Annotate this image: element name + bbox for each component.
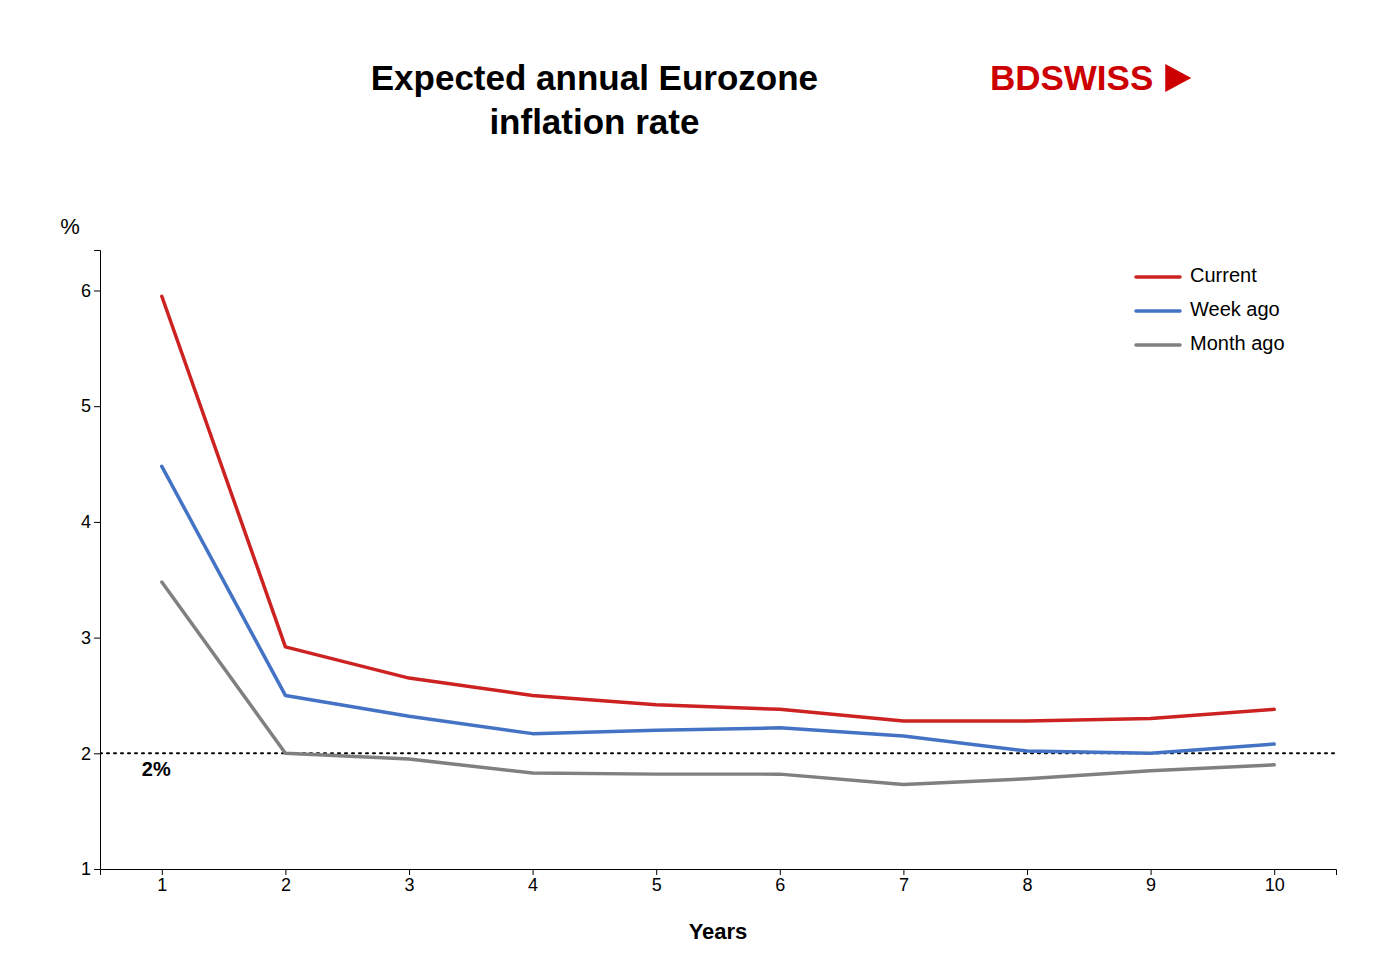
x-tick: 9 bbox=[1146, 869, 1156, 895]
y-axis: 1 2 3 4 5 6 bbox=[81, 251, 101, 880]
y-tick-label: 4 bbox=[81, 512, 91, 532]
y-axis-line bbox=[94, 251, 101, 870]
legend-label: Current bbox=[1190, 264, 1257, 286]
x-tick-label: 1 bbox=[157, 875, 167, 895]
y-tick-label: 1 bbox=[81, 859, 91, 879]
brand-logo bbox=[1165, 64, 1191, 92]
x-tick: 10 bbox=[1265, 869, 1285, 895]
y-axis-title: % bbox=[60, 214, 80, 239]
x-tick: 7 bbox=[899, 869, 909, 895]
legend-item: Month ago bbox=[1136, 332, 1285, 354]
chart: 1 2 3 4 5 6 7 8 9 10 1 2 3 4 5 6 Years% 2% Current Week ago… bbox=[0, 0, 1386, 964]
y-tick: 5 bbox=[81, 396, 100, 416]
x-tick: 1 bbox=[157, 869, 167, 895]
y-tick: 6 bbox=[81, 281, 100, 301]
series-line bbox=[162, 296, 1274, 721]
y-tick-mark bbox=[94, 638, 100, 639]
y-tick-label: 6 bbox=[81, 281, 91, 301]
plot: 1 2 3 4 5 6 7 8 9 10 1 2 3 4 5 6 Years% 2% Current Week ago… bbox=[60, 214, 1336, 944]
legend: Current Week ago Month ago bbox=[1136, 264, 1285, 354]
x-tick-label: 2 bbox=[281, 875, 291, 895]
series-line bbox=[162, 582, 1274, 784]
x-tick: 6 bbox=[775, 869, 785, 895]
x-tick: 8 bbox=[1022, 869, 1032, 895]
y-tick-label: 2 bbox=[81, 744, 91, 764]
x-tick-label: 9 bbox=[1146, 875, 1156, 895]
y-tick-label: 5 bbox=[81, 396, 91, 416]
y-tick-mark bbox=[94, 869, 100, 870]
title: Expected annual Eurozone inflation rate bbox=[371, 58, 818, 141]
series-line bbox=[162, 466, 1274, 753]
reference-label: 2% bbox=[142, 758, 171, 780]
x-tick-label: 5 bbox=[652, 875, 662, 895]
legend-item: Week ago bbox=[1136, 298, 1280, 320]
title-line: inflation rate bbox=[489, 102, 699, 141]
brand-text: BD bbox=[990, 58, 1041, 97]
y-tick: 1 bbox=[81, 859, 100, 879]
x-tick: 5 bbox=[652, 869, 662, 895]
title-line: Expected annual Eurozone bbox=[371, 58, 818, 97]
y-tick: 4 bbox=[81, 512, 100, 532]
x-tick: 2 bbox=[281, 869, 291, 895]
x-tick: 3 bbox=[404, 869, 414, 895]
background bbox=[0, 0, 1386, 964]
x-tick: 4 bbox=[528, 869, 538, 895]
legend-label: Month ago bbox=[1190, 332, 1285, 354]
y-tick-mark bbox=[94, 406, 100, 407]
legend-swatch bbox=[1136, 309, 1180, 313]
y-tick: 2 bbox=[81, 744, 100, 764]
y-tick-mark bbox=[94, 522, 100, 523]
x-tick-label: 10 bbox=[1265, 875, 1285, 895]
legend-label: Week ago bbox=[1190, 298, 1280, 320]
legend-swatch bbox=[1136, 343, 1180, 347]
legend-swatch bbox=[1136, 275, 1180, 279]
x-axis: 1 2 3 4 5 6 7 8 9 10 bbox=[101, 869, 1337, 895]
y-tick-label: 3 bbox=[81, 628, 91, 648]
x-tick-label: 6 bbox=[775, 875, 785, 895]
x-axis-title: Years bbox=[689, 919, 748, 944]
legend-item: Current bbox=[1136, 264, 1257, 286]
x-tick-label: 7 bbox=[899, 875, 909, 895]
y-tick: 3 bbox=[81, 628, 100, 648]
x-tick-label: 8 bbox=[1022, 875, 1032, 895]
brand: BDSWISS bbox=[990, 58, 1153, 97]
x-tick-label: 3 bbox=[404, 875, 414, 895]
brand-text: SWISS bbox=[1040, 58, 1153, 97]
marks bbox=[100, 296, 1336, 784]
y-tick-mark bbox=[94, 290, 100, 291]
x-tick-label: 4 bbox=[528, 875, 538, 895]
y-tick-mark bbox=[94, 753, 100, 754]
